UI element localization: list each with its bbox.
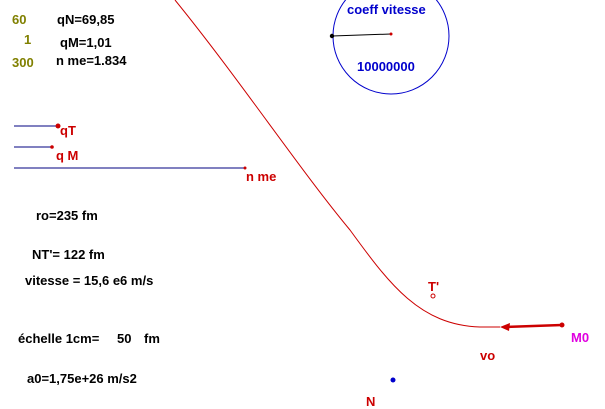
nme-handle[interactable] (243, 166, 247, 170)
gauge-needle-pivot (329, 33, 335, 39)
T-prime-marker (430, 293, 436, 299)
vo-label: vo (480, 348, 496, 363)
qT-handle[interactable] (55, 123, 61, 129)
T-prime-label: T' (428, 279, 440, 294)
N-label: N (366, 394, 376, 409)
nt-text: NT'= 122 fm (32, 247, 105, 262)
echelle-label: échelle 1cm= (18, 331, 100, 346)
gauge-title: coeff vitesse (347, 2, 426, 17)
echelle-value[interactable]: 50 (117, 331, 132, 346)
velocity-arrowhead (500, 323, 510, 331)
value-1: 1 (24, 32, 32, 47)
echelle-unit: fm (144, 331, 160, 346)
M0-point[interactable] (559, 322, 565, 328)
ro-text: ro=235 fm (36, 208, 98, 223)
nucleus-point (390, 377, 396, 383)
n-me-readout: n me=1.834 (56, 53, 127, 68)
qM-readout: qM=1,01 (60, 35, 112, 50)
gauge-value: 10000000 (357, 59, 415, 74)
velocity-vector (505, 323, 563, 329)
gauge-needle-tip (389, 32, 393, 36)
trajectory-curve (174, 0, 500, 328)
qM-label: q M (56, 148, 79, 163)
qN-readout: qN=69,85 (57, 12, 115, 27)
a0-text: a0=1,75e+26 m/s2 (27, 371, 137, 386)
value-300: 300 (12, 55, 34, 70)
value-60: 60 (12, 12, 27, 27)
M0-label: M0 (571, 330, 590, 345)
n-me-label: n me (246, 169, 277, 184)
vitesse-text: vitesse = 15,6 e6 m/s (25, 273, 154, 288)
qM-handle[interactable] (50, 145, 54, 149)
gauge-needle[interactable] (331, 33, 392, 37)
qT-label: qT (60, 123, 76, 138)
